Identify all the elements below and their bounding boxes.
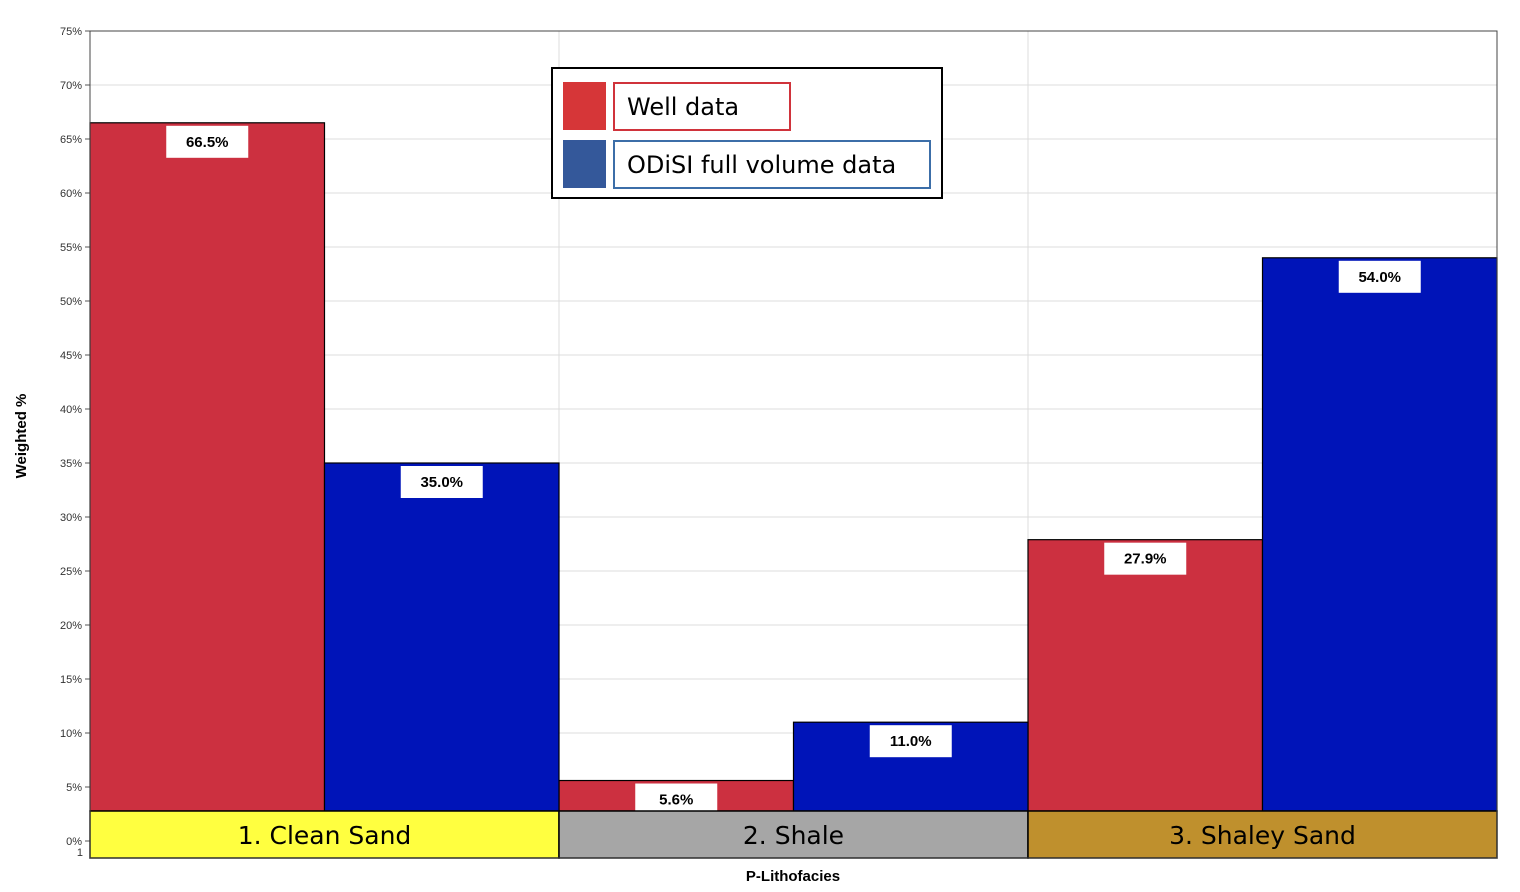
data-label: 66.5% [186, 134, 229, 151]
x-axis-title: P-Lithofacies [746, 868, 840, 885]
y-tick-label: 5% [66, 782, 82, 794]
legend-label-box-well-data [613, 82, 791, 131]
data-label: 11.0% [890, 733, 932, 750]
legend-swatch-odisi-data [563, 140, 606, 188]
bar [323, 462, 560, 812]
y-tick-label: 35% [60, 458, 82, 470]
y-tick-label: 10% [60, 728, 82, 740]
y-tick-label: 20% [60, 620, 82, 632]
y-tick-label: 65% [60, 134, 82, 146]
y-tick-label: 50% [60, 296, 82, 308]
data-label-box [400, 466, 483, 498]
data-label-box [166, 125, 249, 158]
x-tick-label: 1. Clean Sand [238, 821, 412, 850]
data-label: 54.0% [1358, 269, 1401, 286]
y-axis-ticks: 0% 5% 10% 15% 20% 25% 30% 35% 40% 45% 50% 55% 60% 65%… [60, 26, 90, 848]
x-tick-label: 2. Shale [743, 821, 844, 850]
bar [1261, 257, 1498, 812]
data-label: 35.0% [420, 474, 463, 491]
y-tick-label: 30% [60, 512, 82, 524]
y-tick-label: 75% [60, 26, 82, 38]
bars: 66.5% 5.6% 27.9% 35.0% 11.0% 54.0% [89, 122, 1498, 816]
legend-label-well-data: Well data [627, 93, 739, 121]
y-tick-label: 40% [60, 404, 82, 416]
bar [1027, 539, 1264, 812]
legend-swatch-well-data [563, 82, 606, 130]
legend: Well data ODiSI full volume data [551, 67, 943, 199]
data-label-box [869, 725, 952, 758]
y-tick-label: 60% [60, 188, 82, 200]
legend-label-box-odisi-data [613, 140, 931, 189]
category-bands: 1. Clean Sand 2. Shale 3. Shaley Sand [89, 810, 1498, 859]
legend-label-odisi-data: ODiSI full volume data [627, 151, 896, 179]
plot-frame [89, 30, 1498, 859]
data-label: 5.6% [659, 792, 693, 809]
y-tick-label: 15% [60, 674, 82, 686]
x-tick-stub: 1 [77, 847, 83, 859]
data-label-box [1338, 260, 1421, 293]
data-label-box [635, 783, 718, 816]
bar [89, 122, 326, 812]
x-tick-label: 3. Shaley Sand [1169, 821, 1356, 850]
data-label: 27.9% [1124, 551, 1167, 568]
y-axis-title: Weighted % [13, 394, 30, 479]
y-tick-label: 70% [60, 80, 82, 92]
category-band [558, 810, 1029, 859]
y-tick-label: 25% [60, 566, 82, 578]
y-tick-label: 0% [66, 836, 82, 848]
data-label-box [1104, 542, 1187, 575]
y-tick-label: 45% [60, 350, 82, 362]
y-tick-label: 55% [60, 242, 82, 254]
